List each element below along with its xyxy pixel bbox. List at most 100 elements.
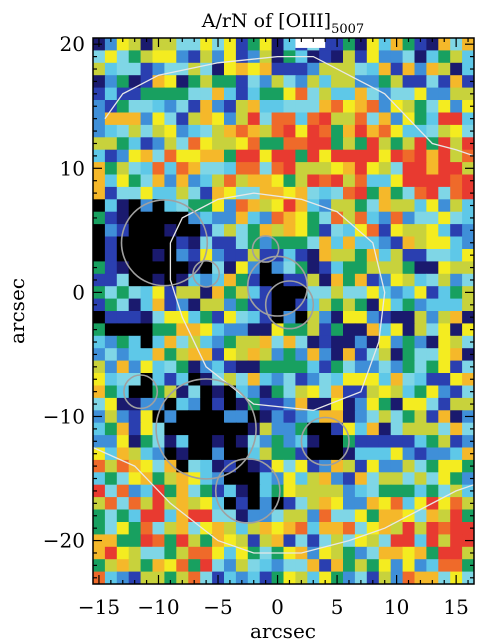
heatmap-cell [343,199,356,213]
heatmap-cell [319,211,332,225]
heatmap-cell [354,348,368,362]
heatmap-cell [354,311,368,324]
heatmap-cell [152,100,165,113]
heatmap-cell [283,360,296,374]
heatmap-cell [104,571,118,584]
heatmap-cell [378,484,392,498]
heatmap-cell [200,422,213,436]
heatmap-cell [212,509,225,523]
heatmap-cell [164,124,177,138]
heatmap-cell [438,38,451,51]
heatmap-cell [307,174,320,188]
heatmap-cell [402,385,416,399]
heatmap-cell [140,249,154,262]
heatmap-cell [283,497,296,511]
heatmap-cell [450,323,463,337]
heatmap-cell [224,522,237,535]
heatmap-cell [128,124,142,138]
heatmap-cell [164,224,177,238]
heatmap-cell [176,484,189,498]
heatmap-cell [366,199,380,213]
heatmap-cell [426,75,439,89]
heatmap-cell [176,422,189,436]
heatmap-cell [247,348,261,362]
heatmap-cell [450,186,463,200]
heatmap-cell [259,323,273,337]
heatmap-cell [295,472,308,486]
heatmap-cell [378,472,392,486]
heatmap-cell [116,447,130,461]
heatmap-cell [366,137,380,151]
heatmap-cell [426,112,439,126]
heatmap-cell [295,286,308,300]
heatmap-cell [140,422,154,436]
heatmap-cell [152,186,165,200]
heatmap-cell [200,75,213,89]
heatmap-cell [438,174,451,188]
heatmap-cell [188,249,201,262]
heatmap-cell [224,75,237,89]
heatmap-cell [235,100,249,113]
heatmap-cell [152,174,165,188]
heatmap-cell [354,87,368,101]
heatmap-cell [188,323,201,337]
heatmap-cell [271,273,285,287]
heatmap-cell [152,149,165,163]
heatmap-cell [283,112,296,126]
heatmap-cell [295,186,308,200]
heatmap-cell [426,323,439,337]
heatmap-cell [176,509,189,523]
heatmap-cell [354,422,368,436]
heatmap-cell [378,422,392,436]
heatmap-cell [176,360,189,374]
heatmap-cell [283,410,296,424]
heatmap-cell [93,62,106,76]
heatmap-cell [212,335,225,349]
heatmap-cell [104,100,118,113]
heatmap-cell [140,211,154,225]
heatmap-cell [164,447,177,461]
heatmap-cell [307,522,320,535]
heatmap-cell [188,546,201,560]
heatmap-cell [140,360,154,374]
heatmap-cell [390,323,404,337]
heatmap-cell [426,348,439,362]
heatmap-cell [212,236,225,250]
heatmap-cell [366,348,380,362]
heatmap-cell [354,559,368,573]
heatmap-cell [366,472,380,486]
heatmap-cell [235,397,249,411]
heatmap-cell [402,571,416,584]
heatmap-cell [224,311,237,324]
heatmap-cell [378,199,392,213]
heatmap-cell [93,112,106,126]
heatmap-cell [128,273,142,287]
heatmap-cell [116,50,130,64]
region-circle [192,259,221,288]
heatmap-cell [140,509,154,523]
heatmap-cell [164,38,177,51]
heatmap-cell [212,559,225,573]
heatmap-cell [390,546,404,560]
heatmap-cell [343,149,356,163]
heatmap-cell [414,360,427,374]
heatmap-cell [212,149,225,163]
heatmap-cell [390,484,404,498]
heatmap-cell [295,522,308,535]
heatmap-cell [140,236,154,250]
heatmap-cell [200,335,213,349]
heatmap-cell [164,75,177,89]
heatmap-cell [235,174,249,188]
heatmap-cell [176,236,189,250]
heatmap-cell [319,397,332,411]
heatmap-cell [224,286,237,300]
heatmap-cell [247,162,261,176]
heatmap-cell [247,323,261,337]
heatmap-cell [366,522,380,535]
heatmap-cell [128,373,142,386]
heatmap-cell [307,261,320,275]
heatmap-cell [354,397,368,411]
heatmap-cell [271,137,285,151]
heatmap-cell [212,211,225,225]
heatmap-cell [128,348,142,362]
